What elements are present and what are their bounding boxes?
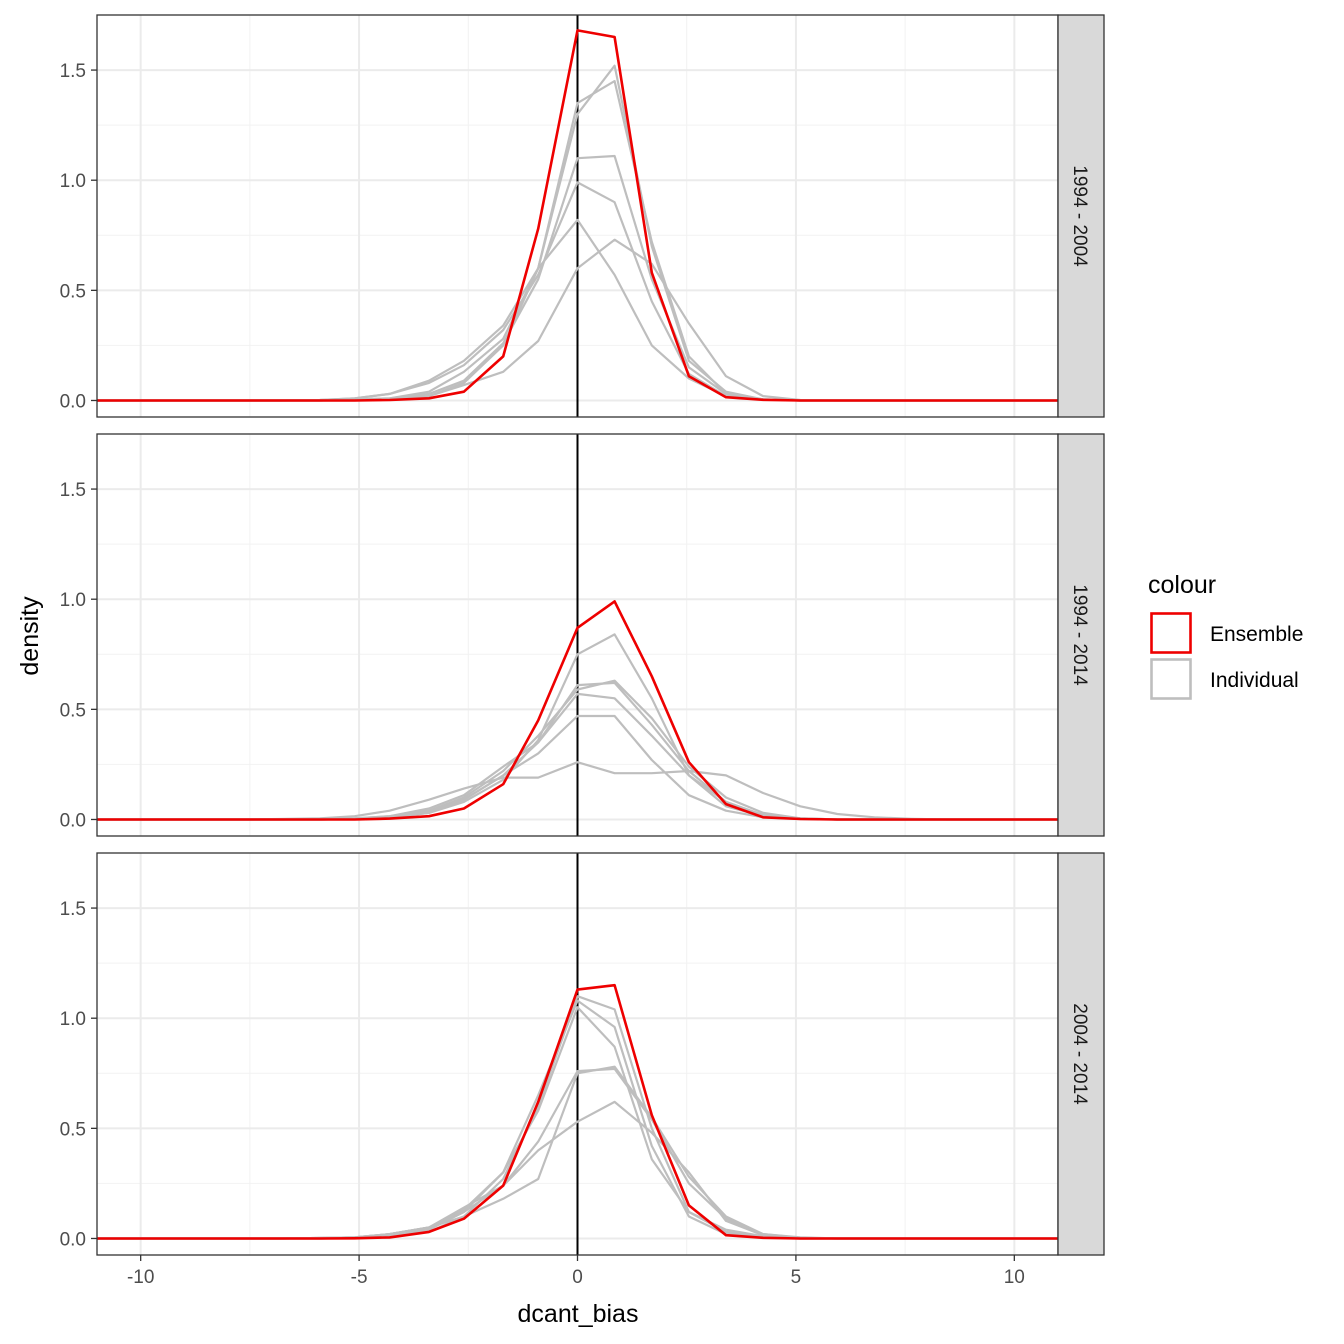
y-tick-label: 0.0 <box>60 391 86 412</box>
legend-key-swatch <box>1150 658 1192 700</box>
panels: 0.0 0.5 1.0 1.5 1994 - 2004 0.0 0.5 1.0 1.5 1994 … <box>60 14 1105 1256</box>
facet-strip <box>1057 433 1105 837</box>
legend-key-swatch <box>1150 612 1192 654</box>
ensemble-density-line <box>97 983 1058 1240</box>
y-tick-label: 1.5 <box>60 61 86 82</box>
y-tick-label: 1.5 <box>60 480 86 501</box>
x-axis: -10 -5 0 5 10 <box>127 1255 1025 1288</box>
y-tick-label: 1.0 <box>60 171 86 192</box>
facet-strip-label: 1994 - 2004 <box>1069 165 1090 267</box>
facet-panel: 0.0 0.5 1.0 1.5 1994 - 2004 <box>60 14 1105 418</box>
y-tick-label: 0.0 <box>60 810 86 831</box>
x-tick-label: 0 <box>572 1267 583 1288</box>
y-tick-label: 0.5 <box>60 1119 86 1140</box>
y-tick-label: 0.0 <box>60 1229 86 1250</box>
y-tick-label: 1.5 <box>60 899 86 920</box>
x-axis-title: dcant_bias <box>518 1300 639 1328</box>
legend-key <box>1150 658 1192 700</box>
facet-panel: 0.0 0.5 1.0 1.5 1994 - 2014 <box>60 433 1105 837</box>
legend-label: Ensemble <box>1210 623 1303 646</box>
legend-key <box>1150 612 1192 654</box>
legend: colour Ensemble Individual <box>1148 571 1303 700</box>
y-tick-label: 1.0 <box>60 590 86 611</box>
facet-strip <box>1057 852 1105 1256</box>
facet-strip <box>1057 14 1105 418</box>
x-tick-label: -5 <box>351 1267 368 1288</box>
x-tick-label: 5 <box>791 1267 802 1288</box>
y-tick-label: 0.5 <box>60 281 86 302</box>
facet-panel: 0.0 0.5 1.0 1.5 2004 - 2014 <box>60 852 1105 1256</box>
legend-title: colour <box>1148 571 1216 599</box>
legend-label: Individual <box>1210 669 1299 692</box>
ensemble-density-line <box>97 29 1058 402</box>
x-tick-label: 10 <box>1004 1267 1025 1288</box>
x-tick-label: -10 <box>127 1267 154 1288</box>
ensemble-density-line <box>97 600 1058 821</box>
y-tick-label: 1.0 <box>60 1009 86 1030</box>
facet-strip-label: 2004 - 2014 <box>1069 1003 1090 1105</box>
facet-strip-label: 1994 - 2014 <box>1069 584 1090 686</box>
y-tick-label: 0.5 <box>60 700 86 721</box>
y-axis-title: density <box>16 596 44 676</box>
